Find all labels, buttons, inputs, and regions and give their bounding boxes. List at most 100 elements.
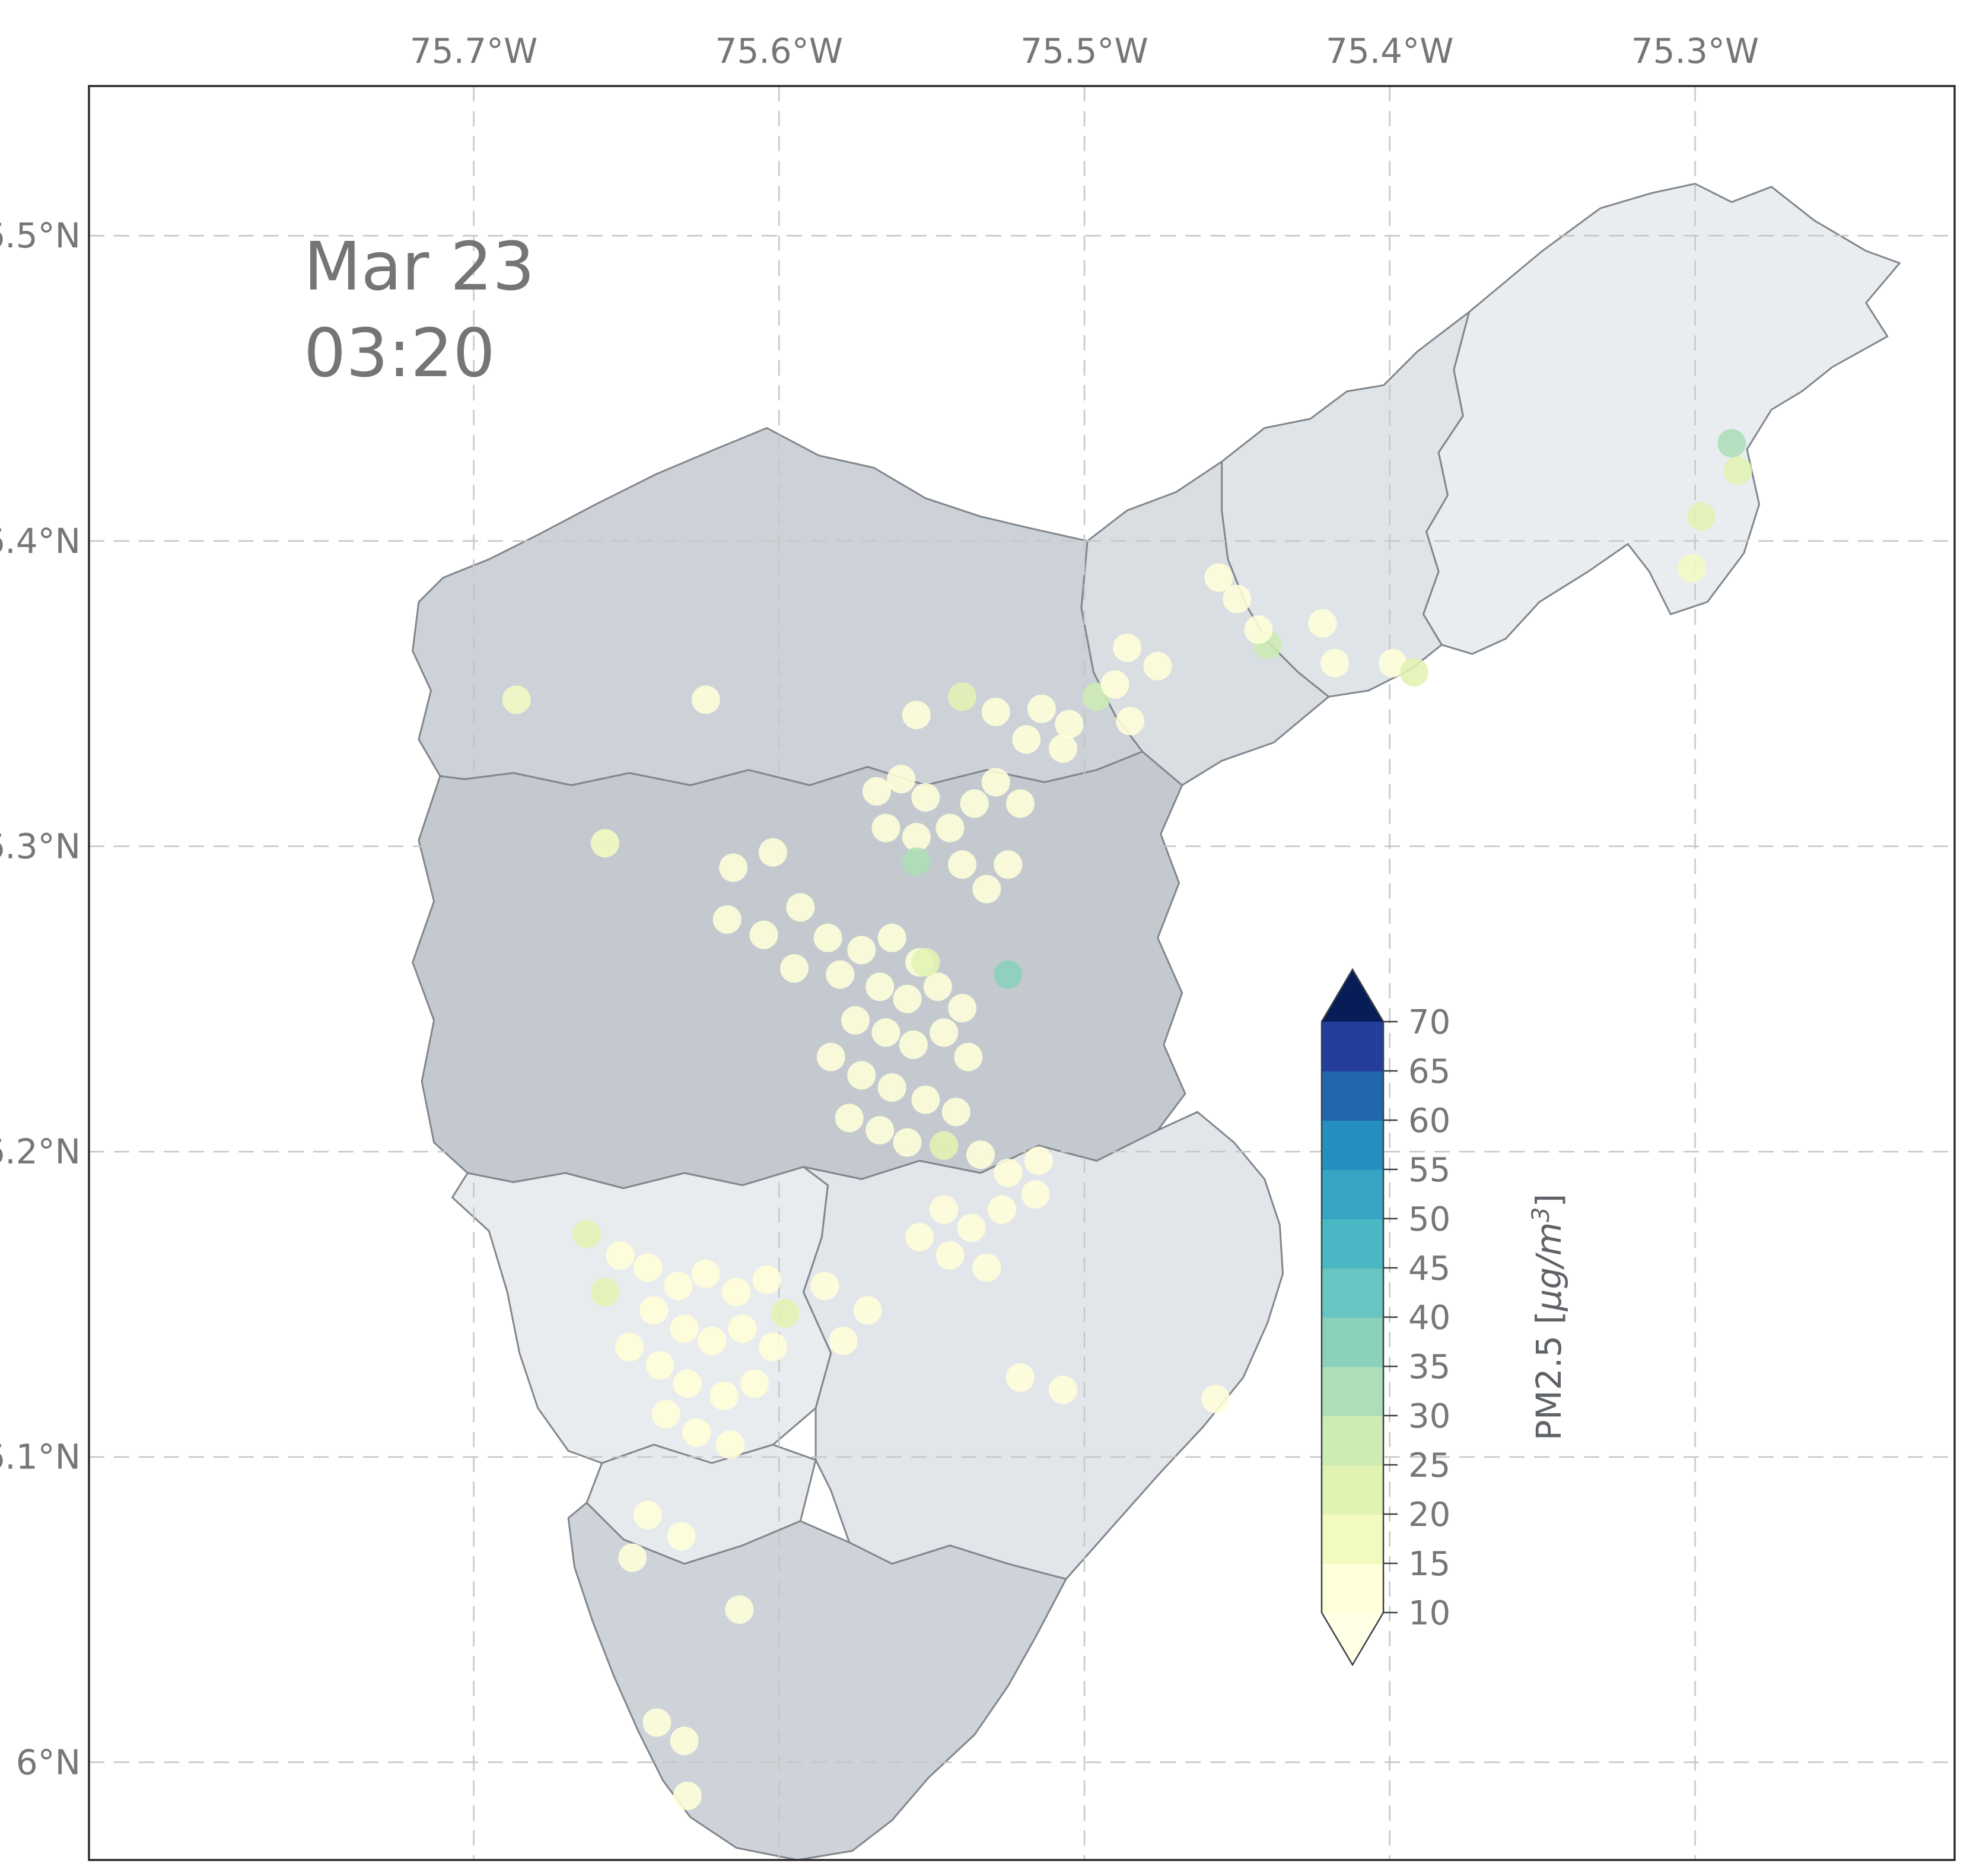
pm25-station-dot (664, 1271, 693, 1301)
pm25-station-dot (877, 1073, 906, 1102)
pm25-station-dot (847, 1061, 876, 1090)
pm25-station-dot (966, 1140, 995, 1169)
pm25-station-dot (1143, 651, 1172, 681)
pm25-station-dot (865, 1116, 895, 1144)
pm25-station-dot (1308, 609, 1337, 638)
colorbar-tick-label: 40 (1408, 1299, 1450, 1337)
pm25-station-dot (786, 893, 815, 922)
colorbar-tick-label: 30 (1408, 1397, 1450, 1436)
pm25-station-dot (1204, 563, 1233, 592)
colorbar-title-prefix: PM2.5 [ (1529, 1311, 1570, 1441)
pm25-station-dot (905, 1223, 934, 1252)
colorbar-segment (1322, 1219, 1383, 1268)
pm25-station-dot (502, 685, 531, 714)
colorbar-tick-label: 70 (1408, 1003, 1450, 1042)
pm25-station-dot (1723, 456, 1752, 485)
left-tick-label: 6°N (16, 1742, 81, 1782)
pm25-station-dot (1049, 734, 1077, 763)
pm25-station-dot (1113, 633, 1142, 662)
pm25-station-dot (871, 1018, 900, 1047)
pm25-station-dot (771, 1299, 800, 1328)
map-regions (412, 183, 1901, 1861)
pm25-station-dot (1320, 648, 1350, 678)
region-caldas (567, 1502, 1067, 1861)
pm25-station-dot (1378, 648, 1407, 678)
colorbar-title-exponent: 3 (1527, 1207, 1555, 1222)
pm25-station-dot (709, 1381, 739, 1410)
pm25-station-dot (670, 1726, 699, 1756)
pm25-station-dot (1201, 1384, 1230, 1413)
timestamp-time: 03:20 (304, 314, 495, 392)
pm25-station-dot (1223, 584, 1252, 613)
pm25-station-dot (813, 923, 842, 952)
pm25-station-dot (981, 698, 1010, 726)
pm25-station-dot (722, 1277, 751, 1306)
colorbar-segment (1322, 1268, 1383, 1318)
pm25-station-dot (988, 1195, 1016, 1224)
pm25-station-dot (899, 1030, 928, 1059)
pm25-station-dot (1005, 1363, 1035, 1392)
pm25-station-dot (957, 1213, 986, 1242)
pm25-station-dot (759, 838, 787, 867)
pm25-station-dot (645, 1351, 674, 1380)
pm25-station-dot (651, 1400, 680, 1429)
pm25-station-dot (634, 1253, 662, 1282)
top-axis-ticks: 75.7°W 75.6°W 75.5°W 75.4°W 75.3°W (410, 31, 1759, 71)
pm25-station-dot (887, 765, 916, 794)
colorbar-tick-label: 65 (1408, 1053, 1450, 1091)
pm25-station-dot (810, 1271, 839, 1301)
pm25-station-dot (670, 1314, 699, 1343)
pm25-station-dot (740, 1369, 769, 1398)
pm25-station-dot (1049, 1375, 1077, 1404)
colorbar-tick-label: 55 (1408, 1151, 1450, 1190)
top-tick-label: 75.3°W (1631, 31, 1759, 71)
pm25-station-dot (1717, 429, 1746, 458)
pm25-station-dot (972, 1253, 1001, 1282)
colorbar-segment (1322, 1022, 1383, 1071)
pm25-station-dot (948, 850, 977, 879)
top-tick-label: 75.5°W (1020, 31, 1148, 71)
pm25-station-dot (902, 847, 931, 876)
pm25-station-dot (871, 813, 900, 842)
colorbar-over-arrow (1322, 969, 1383, 1022)
pm25-station-dot (749, 920, 778, 949)
colorbar-title-unit: μg/m (1529, 1222, 1570, 1311)
colorbar-tick-label: 25 (1408, 1446, 1450, 1485)
pm25-station-dot (865, 972, 895, 1001)
colorbar-title: PM2.5 [μg/m3] (1528, 1194, 1569, 1441)
region-envigado (803, 1111, 1284, 1580)
colorbar-tick-label: 60 (1408, 1102, 1450, 1140)
colorbar-segment (1322, 1317, 1383, 1367)
left-axis-ticks: 6.5°N 6.4°N 6.3°N 6.2°N 6.1°N 6°N (0, 215, 81, 1782)
left-tick-label: 6.3°N (0, 826, 81, 866)
pm25-station-dot (994, 960, 1023, 989)
pm25-station-dot (618, 1543, 647, 1572)
pm25-station-dot (1399, 658, 1428, 687)
colorbar-under-arrow (1322, 1613, 1383, 1665)
pm25-station-dot (1005, 789, 1035, 818)
pm25-station-dot (893, 984, 922, 1013)
pm25-station-dot (1686, 502, 1716, 531)
pm25-station-dot (911, 1085, 940, 1114)
pm25-station-dot (1012, 725, 1041, 754)
colorbar-tick-label: 10 (1408, 1594, 1450, 1633)
pm25-station-dot (1100, 670, 1129, 699)
pm25-station-dot (853, 1296, 882, 1325)
colorbar-title-suffix: ] (1529, 1193, 1570, 1207)
pm25-station-dot (698, 1327, 726, 1356)
pm25-station-dot (826, 960, 855, 989)
colorbar: 10 15 20 25 30 35 40 45 50 55 60 65 70 (1320, 968, 1450, 1667)
colorbar-segment (1322, 1366, 1383, 1416)
pm25-station-dot (930, 1018, 959, 1047)
pm25-station-dot (902, 823, 931, 851)
colorbar-tick-label: 35 (1408, 1348, 1450, 1387)
colorbar-segment (1322, 1416, 1383, 1465)
pm25-station-dot (902, 701, 931, 730)
top-tick-label: 75.6°W (715, 31, 844, 71)
colorbar-segment (1322, 1120, 1383, 1170)
pm25-station-dot (1055, 710, 1084, 739)
pm25-station-dot (642, 1708, 672, 1737)
left-tick-label: 6.2°N (0, 1131, 81, 1172)
scatter-points (502, 429, 1752, 1810)
